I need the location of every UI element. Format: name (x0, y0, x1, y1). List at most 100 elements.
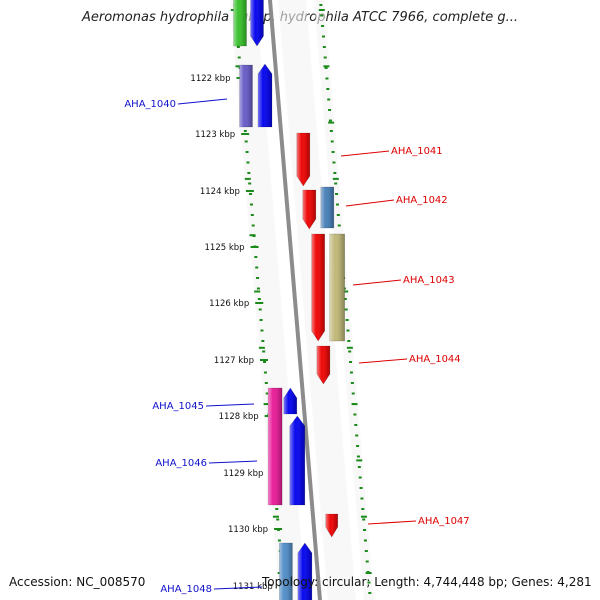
gene-label-aha-1046[interactable]: AHA_1046 (155, 458, 207, 469)
outer-track-dot (321, 25, 325, 27)
outer-track-dot (322, 46, 326, 48)
outer-track-dot (324, 67, 328, 69)
cds-blue-partial-shading (250, 0, 264, 46)
scale-tick-label: 1126 kbp (209, 299, 249, 309)
outer-track-dot (329, 130, 333, 132)
scale-tick-label: 1122 kbp (190, 74, 230, 84)
scale-major-tick (245, 190, 254, 192)
inner-track-dot (254, 256, 258, 258)
track-band (230, 0, 306, 600)
outer-track-dot (327, 98, 331, 101)
outer-major-tick (328, 121, 335, 124)
gene-label-aha-1048-leader (213, 586, 263, 590)
outer-major-tick (360, 515, 367, 518)
outer-track-dot (361, 508, 365, 510)
inner-track-dot (276, 518, 280, 521)
gene-label-aha-1041-leader (340, 150, 390, 157)
scale-tick-label: 1129 kbp (223, 469, 263, 479)
inner-track-dot (250, 214, 254, 216)
genome-backbone (268, 0, 322, 600)
outer-track-dot (353, 413, 357, 416)
outer-track-dot (355, 434, 359, 437)
gene-label-aha-1044-leader (358, 358, 408, 364)
gene-label-aha-1042[interactable]: AHA_1042 (396, 195, 448, 206)
inner-track-dot (255, 266, 259, 269)
inner-track-dot (247, 172, 251, 174)
outer-track-dot (348, 350, 352, 353)
cds-aha-1046[interactable] (289, 415, 306, 506)
cds-aha-1045-shading (283, 388, 297, 414)
inner-track-dot (265, 392, 269, 395)
cds-aha-1045[interactable] (283, 387, 298, 415)
gene-label-aha-1040[interactable]: AHA_1040 (124, 99, 176, 110)
outer-track-dot (367, 581, 371, 584)
inner-track-dot (262, 350, 266, 353)
inner-track-dot (237, 56, 241, 59)
cds-aha-1040-slate[interactable] (239, 64, 253, 128)
gene-label-aha-1043[interactable]: AHA_1043 (403, 275, 455, 286)
cds-aha-1042[interactable] (302, 189, 317, 230)
gene-label-aha-1048[interactable]: AHA_1048 (160, 584, 212, 595)
cds-aha-1048[interactable] (297, 542, 313, 600)
outer-major-tick (342, 290, 349, 293)
outer-track-dot (362, 518, 366, 521)
cds-green-partial[interactable] (233, 0, 247, 47)
cds-aha-1041-shading (296, 133, 310, 186)
cds-green-partial-shading (233, 0, 247, 46)
gene-label-aha-1044[interactable]: AHA_1044 (409, 354, 461, 365)
inner-track-dot (277, 539, 281, 542)
scale-major-tick (250, 246, 259, 248)
inner-track-dot (251, 224, 255, 227)
cds-aha-1048-powder[interactable] (279, 542, 293, 600)
outer-track-dot (336, 214, 340, 216)
gene-label-aha-1047-leader (367, 520, 417, 525)
cds-aha-1046-shading (289, 416, 305, 505)
outer-track-dot (349, 361, 353, 363)
cds-blue-partial[interactable] (250, 0, 264, 47)
cds-aha-1047[interactable] (325, 513, 339, 538)
gene-label-aha-1041[interactable]: AHA_1041 (391, 146, 443, 157)
inner-track-dot (256, 287, 260, 290)
cds-aha-1040-slate-shading (239, 65, 253, 127)
outer-track-dot (357, 466, 361, 468)
gene-label-aha-1047[interactable]: AHA_1047 (418, 516, 470, 527)
gene-label-aha-1043-leader (352, 279, 402, 286)
inner-track-dot (261, 340, 265, 342)
outer-track-dot (350, 382, 354, 384)
cds-aha-1043[interactable] (311, 233, 325, 342)
cds-aha-1041[interactable] (296, 132, 311, 187)
cds-aha-1044[interactable] (316, 345, 331, 385)
gene-label-aha-1042-leader (345, 199, 395, 207)
gene-label-aha-1045[interactable]: AHA_1045 (152, 401, 204, 412)
outer-track-dot (328, 109, 332, 111)
cds-aha-1040[interactable] (257, 63, 273, 128)
cds-aha-1040-shading (257, 64, 272, 127)
outer-track-dot (331, 151, 335, 153)
cds-aha-1045-magenta-shading (268, 388, 283, 505)
outer-track-dot (346, 329, 350, 332)
outer-track-dot (345, 319, 349, 321)
gene-label-aha-1040-leader (177, 98, 228, 105)
scale-major-tick (255, 302, 264, 304)
inner-track-dot (259, 319, 263, 321)
cds-aha-1048-shading (297, 543, 312, 600)
outer-track-dot (347, 340, 351, 342)
cds-aha-1042-steel-shading (320, 187, 334, 228)
outer-track-dot (333, 172, 337, 174)
outer-track-dot (343, 298, 347, 300)
cds-aha-1042-steel[interactable] (320, 186, 335, 229)
scale-major-tick (274, 528, 283, 530)
outer-major-tick (365, 572, 372, 574)
inner-major-tick (263, 403, 270, 406)
inner-track-dot (243, 130, 247, 132)
inner-major-tick (254, 290, 261, 293)
outer-track-dot (337, 224, 341, 227)
inner-major-tick (244, 177, 251, 180)
outer-track-dot (323, 56, 327, 59)
outer-major-tick (323, 65, 330, 68)
cds-aha-1043-khaki[interactable] (329, 233, 345, 342)
inner-major-tick (249, 234, 256, 237)
cds-aha-1045-magenta[interactable] (267, 387, 283, 506)
